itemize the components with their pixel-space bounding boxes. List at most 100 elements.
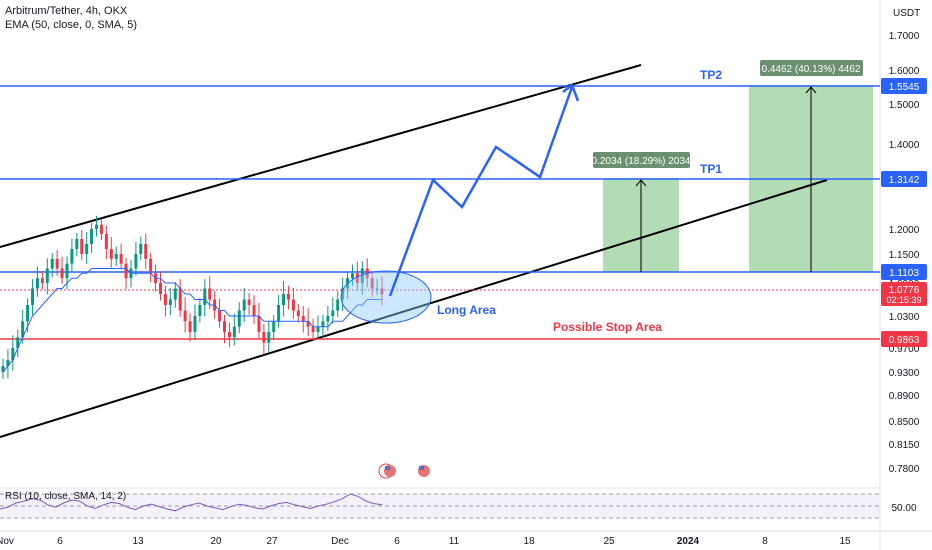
y-tick-label: 0.9300: [889, 368, 920, 379]
long-area-label: Long Area: [437, 303, 496, 317]
candle-body: [316, 326, 320, 332]
candle-body: [208, 288, 212, 300]
candle-body: [119, 254, 123, 264]
candle-body: [375, 288, 379, 290]
tp1-measure-label-bg: [593, 152, 690, 168]
channel-upper-line: [0, 64, 642, 248]
candle-body: [311, 326, 315, 332]
candle-body: [198, 305, 202, 316]
candle-body: [232, 326, 236, 338]
projection-path: [388, 86, 574, 297]
candle-body: [124, 263, 128, 279]
candle-body: [75, 239, 79, 249]
candle-body: [65, 263, 69, 279]
y-tick-label: 1.2000: [889, 225, 920, 236]
price-axis[interactable]: 1.70001.60001.50001.40001.20001.15001.09…: [889, 31, 920, 475]
x-tick-label: 27: [266, 536, 278, 547]
y-tick-label: 0.8150: [889, 440, 920, 451]
candle-body: [104, 234, 108, 249]
ema-indicator-label: EMA (50, close, 0, SMA, 5): [5, 19, 138, 31]
x-tick-label: Dec: [331, 536, 349, 547]
x-tick-label: 2024: [677, 536, 700, 547]
x-tick-label: 20: [210, 536, 222, 547]
long-price-badge: [881, 264, 927, 280]
tp2-measure-label: 0.4462 (40.13%) 4462: [762, 64, 861, 75]
channel-lower-line: [0, 179, 828, 438]
candle-body: [306, 321, 310, 327]
candle-body: [50, 258, 54, 269]
y-tick-label: 1.6000: [889, 66, 920, 77]
tp2-measure-arrowhead: [805, 86, 817, 94]
candle-body: [80, 239, 84, 254]
candle-body: [296, 310, 300, 316]
x-tick-label: 6: [394, 536, 400, 547]
x-tick-label: 8: [762, 536, 768, 547]
tp2-price-text: 1.5545: [889, 82, 920, 93]
time-axis[interactable]: Nov 6 13 20 27 Dec 6 11 18 25 2024 8 15: [0, 536, 851, 547]
candle-body: [35, 278, 39, 289]
candle-body: [237, 310, 241, 327]
us-flag-event-icon[interactable]: [378, 463, 396, 479]
candle-body: [301, 316, 305, 322]
rsi-line: [0, 493, 383, 512]
stop-area-label: Possible Stop Area: [553, 320, 662, 334]
currency-label[interactable]: USDT: [893, 8, 921, 19]
ema-line: [2, 268, 382, 373]
candle-body: [277, 305, 281, 322]
tp2-measure-label-bg: [760, 60, 863, 76]
candle-body: [227, 332, 231, 338]
candle-body: [341, 288, 345, 300]
x-tick-label: 25: [603, 536, 615, 547]
candle-body: [1, 366, 5, 372]
candle-body: [350, 273, 354, 279]
candle-body: [159, 283, 163, 294]
candle-body: [247, 299, 251, 305]
x-tick-label: 18: [523, 536, 535, 547]
candle-body: [21, 321, 25, 338]
candle-body: [203, 288, 207, 305]
candle-body: [168, 299, 172, 305]
stop-price-badge: [881, 331, 927, 347]
candle-body: [370, 278, 374, 289]
candle-body: [149, 258, 153, 274]
tp1-label: TP1: [700, 162, 722, 176]
candle-body: [173, 288, 177, 300]
x-tick-label: Nov: [0, 536, 14, 547]
y-tick-label: 1.0300: [889, 312, 920, 323]
tp2-price-badge: [881, 78, 927, 94]
candle-body: [380, 288, 384, 294]
y-tick-label: 0.7800: [889, 464, 920, 475]
candle-body: [99, 224, 103, 234]
candle-body: [40, 278, 44, 283]
candle-body: [163, 294, 167, 305]
candle-body: [331, 310, 335, 316]
candle-body: [188, 321, 192, 332]
candle-body: [360, 268, 364, 283]
rsi-label: RSI (10, close, SMA, 14, 2): [5, 491, 126, 502]
rsi-band: [0, 494, 880, 518]
symbol-title: Arbitrum/Tether, 4h, OKX: [5, 5, 128, 17]
long-area-ellipse: [340, 270, 432, 324]
y-tick-label: 1.5000: [889, 100, 920, 111]
candle-body: [336, 299, 340, 311]
current-price-text: 1.0776: [889, 285, 920, 296]
candle-body: [252, 305, 256, 316]
projection-arrowhead: [562, 82, 580, 102]
stop-price-text: 0.9863: [889, 335, 920, 346]
candle-body: [321, 321, 325, 327]
candle-body: [257, 316, 261, 332]
candle-body: [45, 268, 49, 283]
candle-body: [291, 299, 295, 311]
x-tick-label: 6: [57, 536, 63, 547]
candle-body: [55, 258, 59, 269]
candle-body: [95, 224, 99, 229]
y-tick-label: 1.4000: [889, 140, 920, 151]
tp2-label: TP2: [700, 68, 722, 82]
candle-body: [193, 316, 197, 332]
y-tick-label: 0.8500: [889, 417, 920, 428]
rsi-level-text: 50.00: [891, 503, 916, 514]
candle-body: [183, 310, 187, 322]
current-price-badge: [881, 282, 927, 306]
us-flag-event-icon-2[interactable]: [418, 465, 430, 477]
